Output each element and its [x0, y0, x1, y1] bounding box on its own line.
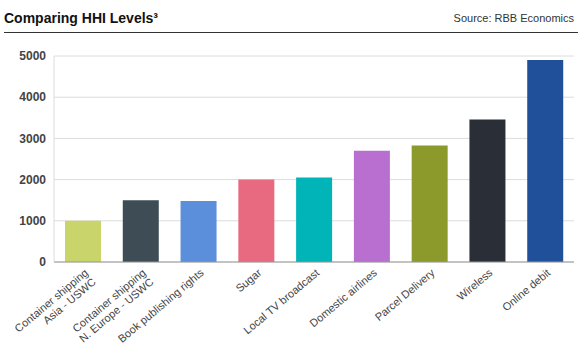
svg-text:Sugar: Sugar [233, 266, 263, 294]
svg-text:Domestic airlines: Domestic airlines [307, 266, 379, 329]
svg-text:5000: 5000 [19, 49, 46, 63]
svg-text:Online debit: Online debit [500, 266, 553, 313]
svg-text:0: 0 [39, 255, 46, 269]
svg-text:Parcel Delivery: Parcel Delivery [372, 266, 437, 323]
svg-text:1000: 1000 [19, 214, 46, 228]
svg-text:Book publishing rights: Book publishing rights [116, 266, 207, 345]
svg-text:Local TV broadcast: Local TV broadcast [241, 266, 321, 336]
svg-text:3000: 3000 [19, 132, 46, 146]
svg-text:4000: 4000 [19, 90, 46, 104]
svg-text:2000: 2000 [19, 173, 46, 187]
svg-text:Container shippingN. Europe -: Container shippingN. Europe - USWC [69, 266, 156, 344]
svg-text:Wireless: Wireless [455, 266, 495, 303]
